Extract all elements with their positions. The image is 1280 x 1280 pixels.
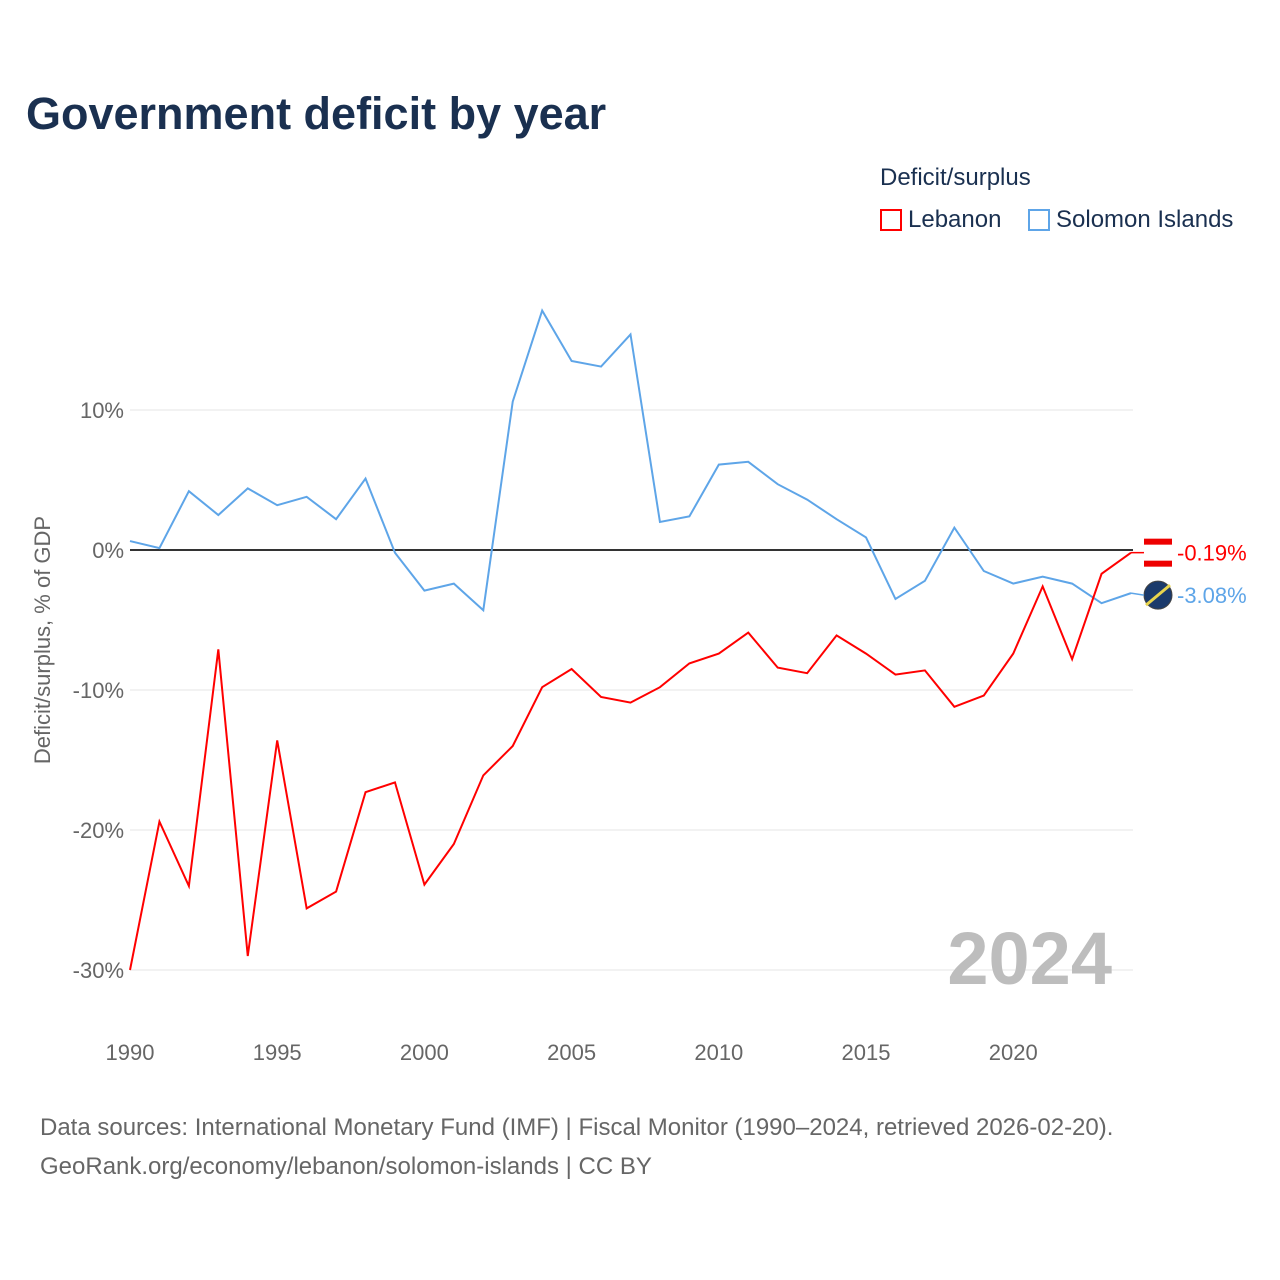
flag-stripe — [1145, 583, 1171, 607]
y-tick-label: -30% — [73, 958, 124, 983]
y-tick-label: 10% — [80, 398, 124, 423]
legend-item-solomon-islands[interactable]: Solomon Islands — [1028, 206, 1233, 234]
license-text: GeoRank.org/economy/lebanon/solomon-isla… — [40, 1153, 652, 1180]
legend-title: Deficit/surplus — [880, 164, 1031, 191]
x-tick-label: 2000 — [400, 1040, 449, 1065]
legend-item-lebanon[interactable]: Lebanon — [880, 206, 1001, 234]
x-tick-label: 2015 — [842, 1040, 891, 1065]
footer: Data sources: International Monetary Fun… — [40, 1108, 1113, 1186]
series-line-lebanon — [129, 551, 1132, 971]
x-tick-label: 2020 — [989, 1040, 1038, 1065]
page-title: Government deficit by year — [26, 88, 607, 139]
lebanon-flag-icon — [1144, 538, 1172, 567]
y-tick-label: 0% — [92, 538, 124, 563]
legend-swatch — [1028, 209, 1050, 231]
x-tick-label: 2005 — [547, 1040, 596, 1065]
legend-swatch — [880, 209, 902, 231]
source-text: Data sources: International Monetary Fun… — [40, 1114, 1114, 1141]
y-axis-label: Deficit/surplus, % of GDP — [30, 516, 55, 764]
legend-label: Lebanon — [908, 206, 1002, 233]
end-value-label: -3.08% — [1177, 583, 1247, 608]
series-line-solomon-islands — [129, 308, 1132, 613]
flag-stripe — [1144, 560, 1172, 567]
x-tick-label: 1990 — [106, 1040, 155, 1065]
y-tick-label: -20% — [73, 818, 124, 843]
end-value-label: -0.19% — [1177, 541, 1247, 566]
x-tick-label: 1995 — [253, 1040, 302, 1065]
flag-stripe — [1144, 538, 1172, 545]
end-connector — [1130, 592, 1145, 596]
y-tick-label: -10% — [73, 678, 124, 703]
legend-label: Solomon Islands — [1056, 206, 1234, 233]
year-watermark: 2024 — [947, 917, 1112, 1000]
x-tick-label: 2010 — [694, 1040, 743, 1065]
